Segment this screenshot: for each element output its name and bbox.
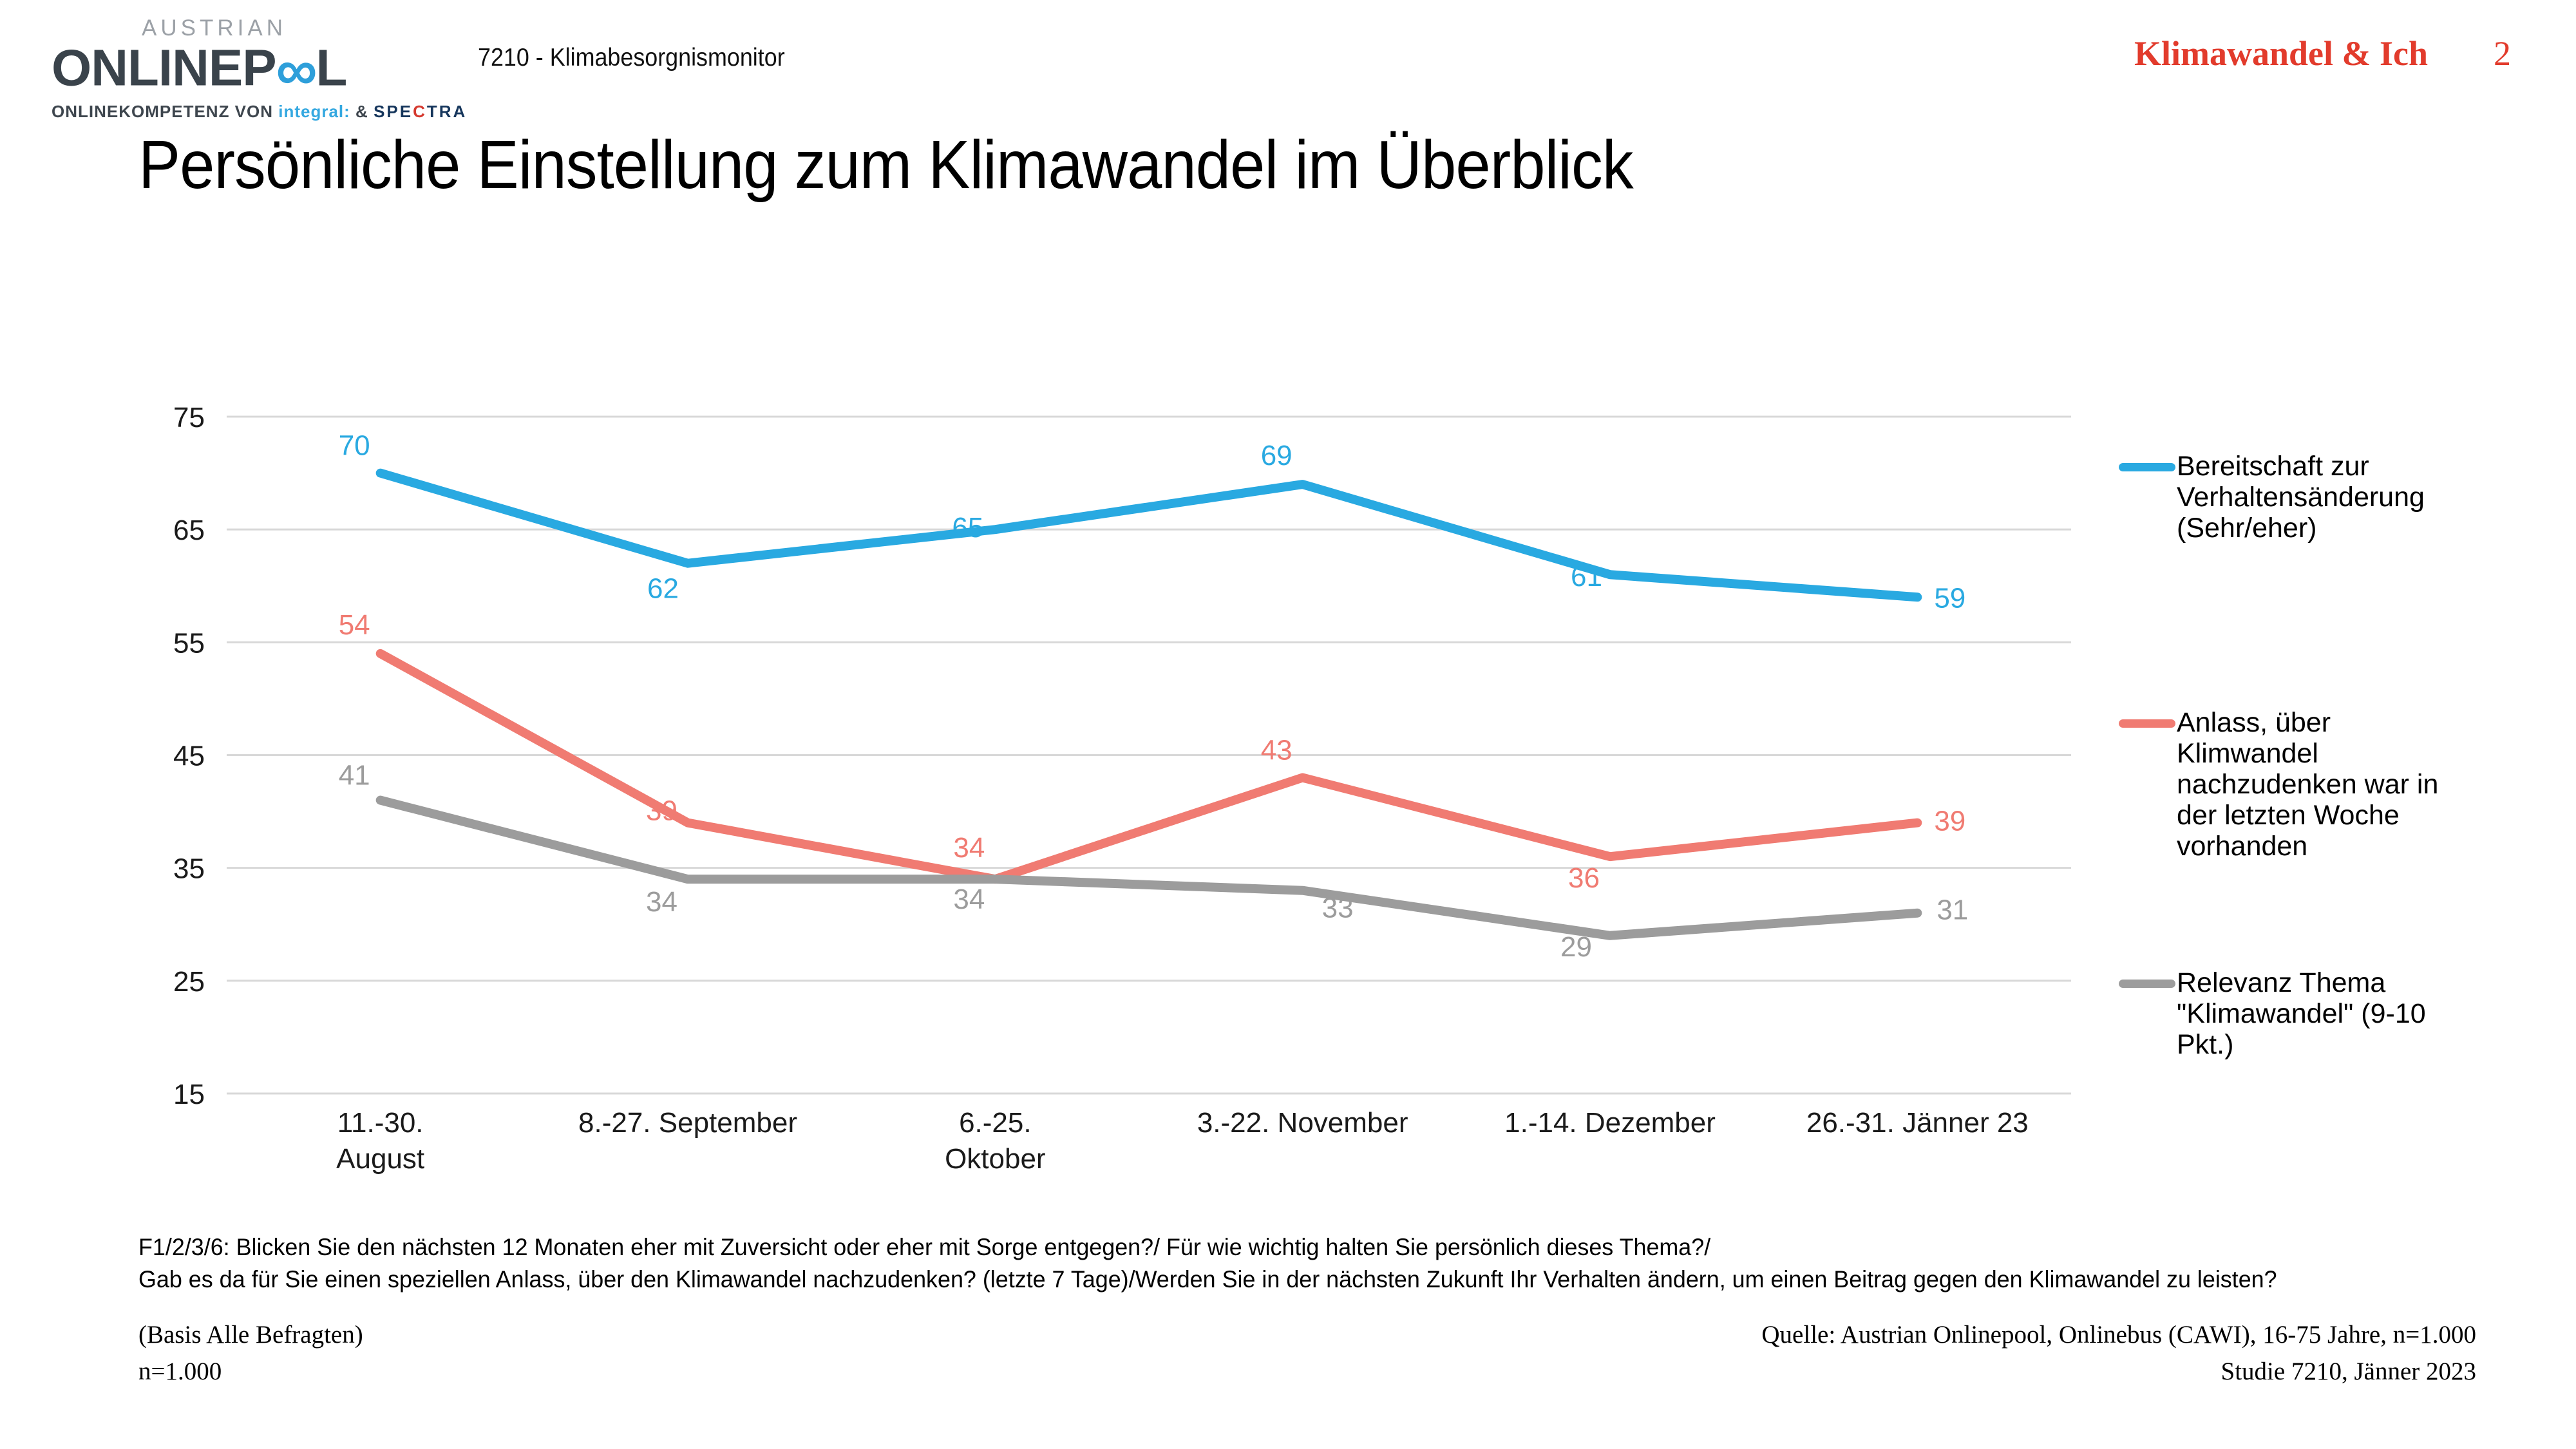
logo-tagline-prefix: ONLINEKOMPETENZ VON <box>52 101 279 121</box>
y-tick-label: 75 <box>173 402 205 433</box>
y-tick-label: 55 <box>173 627 205 659</box>
y-tick-label: 35 <box>173 853 205 885</box>
data-label: 34 <box>953 884 985 915</box>
basis-note: (Basis Alle Befragten) n=1.000 <box>138 1316 363 1390</box>
source-line-2: Studie 7210, Jänner 2023 <box>2221 1358 2476 1385</box>
y-tick-label: 15 <box>173 1079 205 1110</box>
legend-item-anlass: Anlass, über Klimwandel nachzudenken war… <box>2119 707 2479 862</box>
source-line-1: Quelle: Austrian Onlinepool, Onlinebus (… <box>1761 1321 2476 1349</box>
legend-swatch-gray <box>2119 980 2175 988</box>
line-chart: 75 65 55 45 35 25 15 11.-30. August 8.-27. Septem… <box>167 361 2099 1204</box>
logo-spectra-text: SPECTRA <box>374 101 468 121</box>
data-label: 36 <box>1568 862 1600 894</box>
logo-brand-right: L <box>316 39 347 97</box>
series-line-0 <box>375 468 1922 602</box>
document-label: 7210 - Klimabesorgnismonitor <box>478 44 785 71</box>
line-chart-svg: 75 65 55 45 35 25 15 11.-30. August 8.-27. Septem… <box>173 402 2071 1175</box>
y-tick-label: 65 <box>173 515 205 546</box>
data-label: 34 <box>646 886 677 918</box>
data-label: 39 <box>646 795 677 827</box>
x-tick-label: 26.-31. Jänner 23 <box>1806 1107 2029 1139</box>
logo-spectra-c: C <box>413 101 427 121</box>
y-tick-label: 25 <box>173 966 205 998</box>
x-tick-label: 1.-14. Dezember <box>1504 1107 1716 1139</box>
logo-ampersand: & <box>350 101 374 121</box>
data-label: 31 <box>1937 895 1968 926</box>
legend-swatch-red <box>2119 719 2175 728</box>
series-line-1 <box>375 649 1922 884</box>
legend-item-relevanz: Relevanz Thema "Klimawandel" (9-10 Pkt.) <box>2119 967 2479 1060</box>
company-logo: AUSTRIAN ONLINEP∞L ONLINEKOMPETENZ VON i… <box>52 15 465 122</box>
logo-tagline: ONLINEKOMPETENZ VON integral: & SPECTRA <box>52 101 465 122</box>
data-label: 69 <box>1261 440 1293 471</box>
data-label: 61 <box>1571 561 1602 592</box>
report-title: Klimawandel & Ich <box>2134 34 2429 73</box>
legend-label: Bereitschaft zur Verhaltensänderung (Seh… <box>2177 451 2425 544</box>
basis-line-1: (Basis Alle Befragten) <box>138 1321 363 1349</box>
x-tick-label: 11.-30. August <box>336 1107 424 1175</box>
data-label: 41 <box>339 760 370 791</box>
data-label: 59 <box>1934 582 1965 614</box>
page-number: 2 <box>2494 34 2511 73</box>
question-line-1: F1/2/3/6: Blicken Sie den nächsten 12 Mo… <box>138 1234 1711 1260</box>
legend-label: Relevanz Thema "Klimawandel" (9-10 Pkt.) <box>2177 967 2426 1060</box>
data-label: 70 <box>339 430 370 462</box>
data-label: 43 <box>1261 735 1293 766</box>
y-tick-label: 45 <box>173 741 205 772</box>
logo-austrian-text: AUSTRIAN <box>142 15 287 41</box>
data-label: 34 <box>953 832 985 864</box>
logo-brand-text: ONLINEP∞L <box>52 41 386 99</box>
slide-title: Persönliche Einstellung zum Klimawandel … <box>138 127 1634 203</box>
data-label: 33 <box>1322 893 1354 924</box>
x-tick-label: 3.-22. November <box>1197 1107 1408 1139</box>
data-label: 29 <box>1560 931 1592 963</box>
legend-swatch-blue <box>2119 463 2175 471</box>
basis-line-2: n=1.000 <box>138 1358 222 1385</box>
data-label: 39 <box>1934 806 1965 837</box>
legend-label: Anlass, über Klimwandel nachzudenken war… <box>2177 707 2439 862</box>
logo-integral-text: integral: <box>278 101 350 121</box>
legend-item-verhaltensaenderung: Bereitschaft zur Verhaltensänderung (Seh… <box>2119 451 2479 544</box>
infinity-icon: ∞ <box>276 37 317 102</box>
logo-brand-left: ONLINEP <box>52 39 277 97</box>
x-tick-label: 6.-25. Oktober <box>945 1107 1046 1175</box>
x-tick-label: 8.-27. September <box>578 1107 797 1139</box>
question-line-2: Gab es da für Sie einen speziellen Anlas… <box>138 1266 2277 1293</box>
data-label: 65 <box>952 512 983 544</box>
series-line-2 <box>375 795 1922 940</box>
source-note: Quelle: Austrian Onlinepool, Onlinebus (… <box>1761 1316 2476 1390</box>
data-label: 54 <box>339 609 370 641</box>
question-footnote: F1/2/3/6: Blicken Sie den nächsten 12 Mo… <box>138 1231 2277 1296</box>
data-label: 62 <box>647 573 679 605</box>
